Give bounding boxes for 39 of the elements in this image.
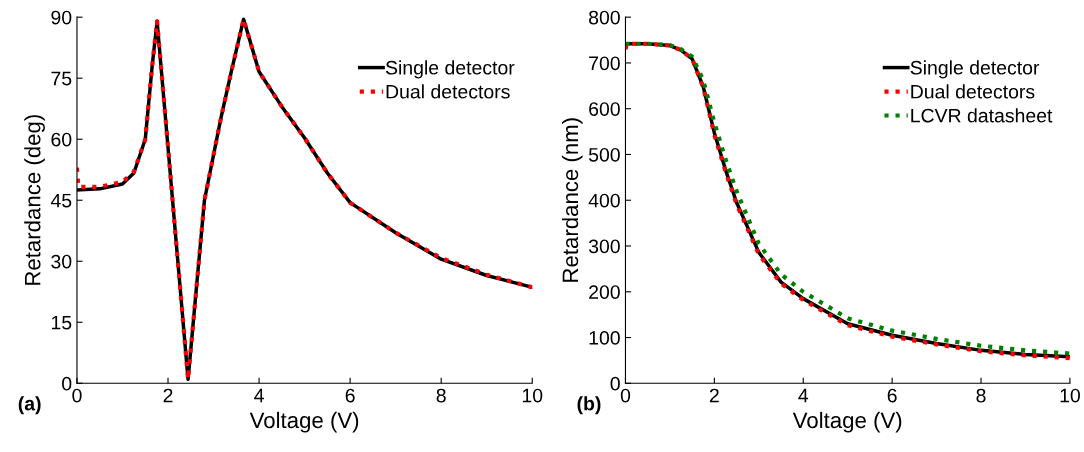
legend-label: Dual detectors [386,84,510,99]
y-tick-label: 45 [50,193,72,208]
text: (b) [577,396,601,415]
legend-label: LCVR datasheet [911,108,1053,123]
y-tick-label: 90 [51,10,72,25]
x-axis-title: Voltage (V) [249,411,359,433]
y-tick-label: 100 [589,331,620,345]
x-tick-label: 10 [522,388,543,403]
x-tick-label: 10 [1060,388,1080,403]
x-tick-label: 8 [976,388,986,403]
legend-label: Dual detectors [911,84,1035,99]
x-tick-label: 0 [72,388,82,403]
y-axis-title: Retardance (nm) [561,118,583,282]
legend-label: Single detector [910,60,1040,79]
y-tick-label: 300 [588,239,620,254]
x-tick-label: 4 [798,388,809,403]
y-tick-label: 200 [589,285,620,299]
y-tick-label: 500 [588,147,620,162]
x-tick-label: 6 [345,388,355,403]
y-tick-label: 75 [51,71,72,86]
y-tick-label: 60 [51,132,72,147]
legend-label: Single detector [385,60,515,79]
y-tick-label: 30 [51,254,72,269]
x-tick-label: 4 [254,388,264,403]
y-axis-title: Retardance (deg) [24,115,45,285]
y-tick-label: 800 [589,10,620,25]
y-tick-label: 0 [610,376,620,391]
text: (a) [18,396,41,415]
x-tick-label: 2 [163,388,173,403]
y-tick-label: 700 [589,56,620,71]
y-tick-label: 400 [588,193,620,208]
y-tick-label: 600 [589,102,620,116]
x-tick-label: 0 [620,388,631,403]
x-tick-label: 8 [436,388,446,403]
y-tick-label: 0 [62,376,72,391]
x-tick-label: 2 [709,388,719,403]
x-tick-label: 6 [887,388,897,403]
x-axis-title: Voltage (V) [792,411,902,433]
y-tick-label: 15 [51,315,72,330]
